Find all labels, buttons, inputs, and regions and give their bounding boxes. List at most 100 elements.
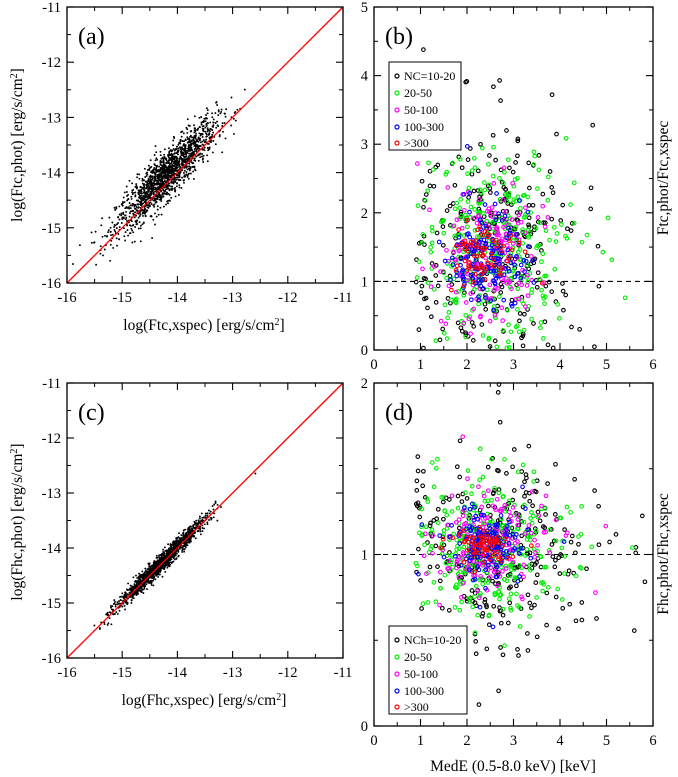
data-point <box>144 194 147 196</box>
data-point <box>180 146 183 149</box>
data-point <box>488 251 494 257</box>
data-point <box>444 336 450 341</box>
data-point <box>125 210 128 213</box>
data-point <box>164 175 166 178</box>
data-point <box>119 599 122 602</box>
data-point <box>152 191 155 194</box>
data-point <box>516 212 522 218</box>
data-point <box>140 200 143 202</box>
data-point <box>182 532 185 535</box>
data-point <box>151 564 154 567</box>
data-point <box>506 225 511 231</box>
data-point <box>160 564 163 567</box>
data-point <box>518 275 524 281</box>
data-point <box>114 603 117 606</box>
data-point <box>459 499 465 504</box>
data-point <box>161 170 164 173</box>
panel-a-ticks: -16 -15 -14 -13 -12 -11-16-15-14-13-12-11 <box>42 0 353 306</box>
data-point <box>163 190 166 193</box>
data-point <box>421 345 426 351</box>
data-point <box>508 329 514 335</box>
data-point <box>565 571 571 577</box>
data-point <box>200 123 203 126</box>
data-point <box>555 586 561 592</box>
data-point <box>193 140 196 143</box>
data-point <box>487 153 492 158</box>
data-point <box>472 165 478 171</box>
data-point <box>199 156 202 159</box>
data-point <box>471 279 476 285</box>
data-point <box>206 154 209 157</box>
data-point <box>454 547 460 552</box>
data-point <box>171 169 174 172</box>
data-point <box>98 628 101 630</box>
data-point <box>469 491 474 497</box>
data-point <box>150 186 153 189</box>
data-point <box>182 160 184 163</box>
data-point <box>494 245 500 251</box>
data-point <box>179 538 182 541</box>
data-point <box>150 583 153 586</box>
legend-marker-20-50 <box>394 90 400 96</box>
legend-label: 50-100 <box>404 103 438 117</box>
data-point <box>104 234 106 237</box>
y-tick-label: 0 <box>361 343 368 359</box>
data-point <box>134 207 137 210</box>
data-point <box>607 539 612 545</box>
data-point <box>507 230 513 236</box>
data-point <box>122 196 125 199</box>
panel-b-legend: NC=10-20 20-50 50-100 100-300 >300 <box>388 61 462 151</box>
data-point <box>527 185 532 191</box>
data-point <box>199 133 202 135</box>
data-point <box>425 280 431 286</box>
data-point <box>158 170 160 173</box>
data-point <box>204 120 207 123</box>
data-point <box>178 547 181 550</box>
data-point <box>197 140 200 143</box>
x-tick-label: -11 <box>334 290 353 306</box>
data-point <box>473 583 479 589</box>
data-point <box>483 307 489 312</box>
data-point <box>177 550 180 553</box>
data-point <box>177 161 180 164</box>
data-point <box>196 128 199 131</box>
data-point <box>144 176 147 178</box>
data-point <box>178 172 181 175</box>
data-point <box>137 227 140 230</box>
data-point <box>170 550 173 553</box>
data-point <box>163 553 165 556</box>
data-point <box>515 138 521 144</box>
legend-marker-100-300 <box>394 124 400 130</box>
data-point <box>109 243 112 246</box>
data-point <box>422 198 428 204</box>
data-point <box>188 169 191 172</box>
data-point <box>176 552 178 555</box>
data-point <box>156 556 159 559</box>
data-point <box>197 519 200 522</box>
data-point <box>90 231 93 234</box>
data-point <box>184 528 186 531</box>
data-point <box>508 260 514 266</box>
data-point <box>214 502 217 504</box>
data-point <box>180 152 183 154</box>
data-point <box>469 588 475 593</box>
data-point <box>121 592 124 595</box>
data-point <box>511 447 517 452</box>
data-point <box>462 290 467 296</box>
data-point <box>466 265 472 270</box>
data-point <box>486 503 491 509</box>
data-point <box>124 214 126 217</box>
data-point <box>204 512 207 515</box>
data-point <box>174 195 177 198</box>
data-point <box>564 504 570 510</box>
data-point <box>214 143 217 146</box>
data-point <box>121 218 124 220</box>
data-point <box>158 179 161 182</box>
data-point <box>158 186 161 188</box>
data-point <box>530 503 535 509</box>
data-point <box>444 247 449 253</box>
data-point <box>509 297 515 303</box>
data-point <box>187 533 190 536</box>
panel-a-ylabel: log(Ftc,phot) [erg/s/cm2] <box>9 68 27 222</box>
data-point <box>467 146 473 151</box>
